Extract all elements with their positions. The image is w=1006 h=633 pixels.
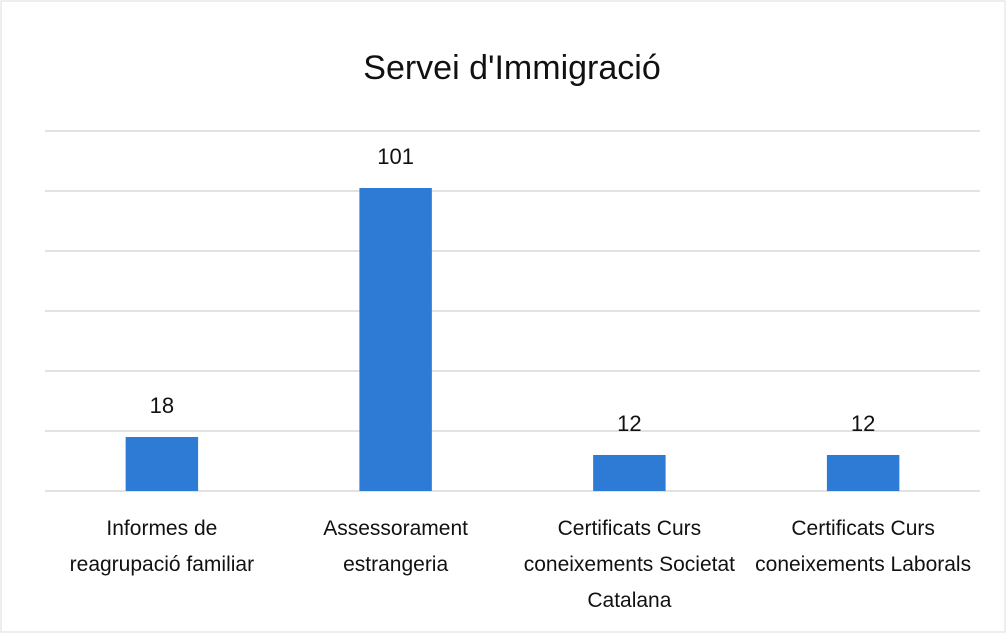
bar [593,455,666,491]
data-label: 12 [851,411,875,436]
x-tick-label: Certificats Curs coneixements Laborals [755,517,972,576]
x-tick-label: Assessorament estrangeria [323,517,468,576]
x-tick-label: Informes de reagrupació familiar [69,517,255,576]
x-tick-label: Certificats Curs coneixements Societat C… [523,517,736,612]
chart-title: Servei d'Immigració [363,49,660,87]
bar [125,437,199,491]
bar [359,188,432,491]
data-label: 12 [617,411,641,436]
data-label: 101 [377,144,414,169]
bar [826,455,900,491]
data-label: 18 [150,393,174,418]
